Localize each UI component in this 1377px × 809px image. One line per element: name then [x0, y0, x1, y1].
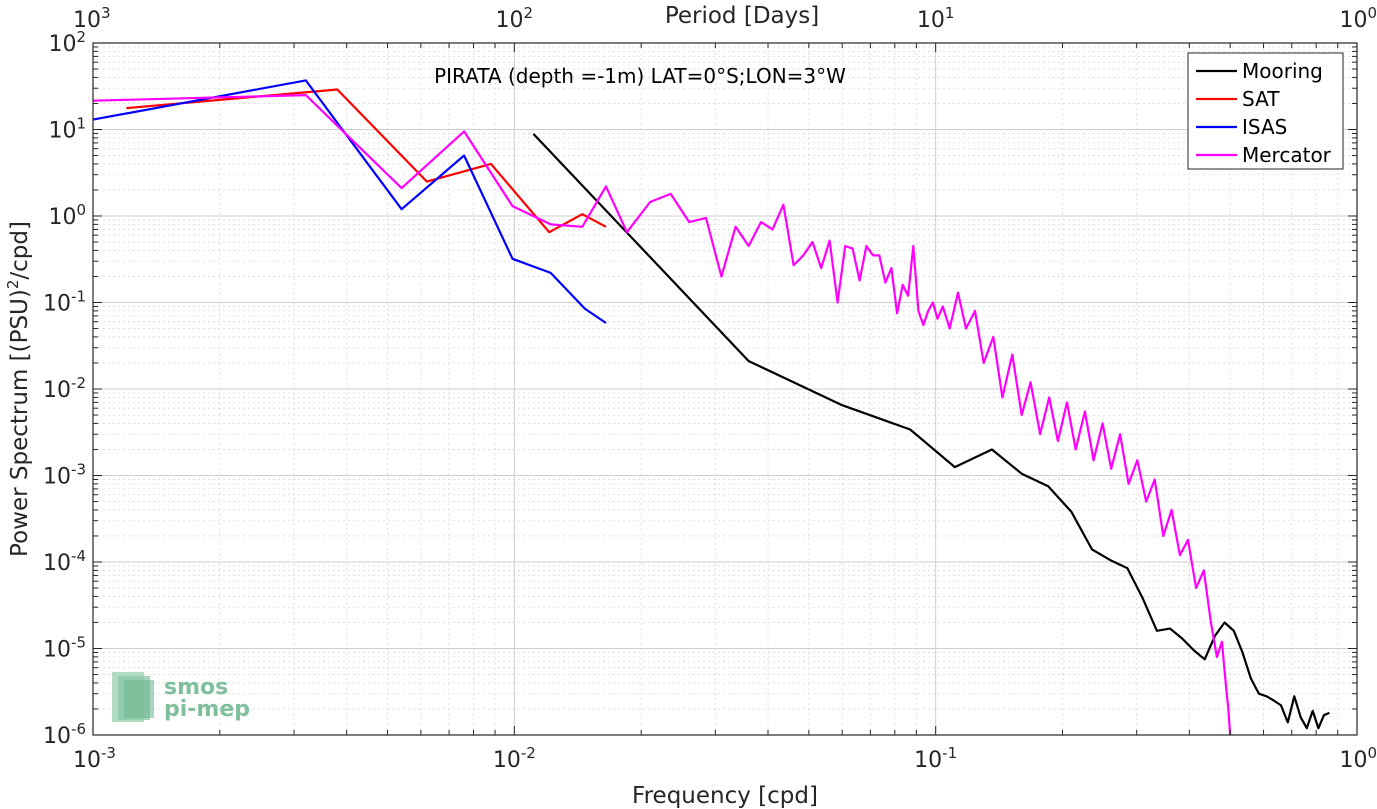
x2-tick-labels: 103 102 101 100	[73, 4, 1377, 33]
legend-label-sat: SAT	[1242, 87, 1280, 111]
y-tick-label: 101	[48, 115, 86, 144]
legend: Mooring SAT ISAS Mercator	[1187, 52, 1344, 170]
series-line-sat	[126, 88, 607, 234]
logo-text-pimep: pi-mep	[164, 697, 250, 722]
y-tick-label-base: 10	[48, 119, 76, 144]
legend-label-mercator: Mercator	[1242, 143, 1332, 167]
y-tick-label-base: 10	[48, 205, 76, 230]
y-tick-label-exponent: -6	[71, 720, 86, 738]
y-tick-label: 10-6	[43, 720, 86, 749]
x-tick-label-exponent: -1	[942, 744, 957, 762]
tick-marks	[92, 43, 1357, 736]
x-tick-label-exponent: -3	[101, 744, 116, 762]
series-line-isas	[92, 79, 607, 324]
legend-label-isas: ISAS	[1242, 115, 1287, 139]
x2-axis-label: Period [Days]	[665, 3, 819, 29]
y-axis-label-main: Power Spectrum [(PSU)	[7, 289, 33, 557]
y-axis-label-tail: /cpd]	[7, 221, 33, 280]
y-axis-label-sup: 2	[4, 280, 22, 290]
y-tick-label-base: 10	[43, 551, 71, 576]
y-axis-label: Power Spectrum [(PSU)2/cpd]	[4, 221, 33, 557]
y-tick-label: 10-1	[43, 288, 86, 317]
x2-tick-label-exponent: 0	[1367, 4, 1377, 22]
y-tick-label-exponent: 1	[76, 115, 86, 133]
y-tick-label: 10-4	[43, 547, 86, 576]
x2-tick-label-base: 10	[73, 8, 101, 33]
y-tick-label-exponent: 0	[76, 201, 86, 219]
y-tick-label-exponent: -4	[71, 547, 86, 565]
x2-tick-label: 102	[496, 4, 534, 33]
x2-tick-label-base: 10	[917, 8, 945, 33]
y-tick-label-base: 10	[43, 292, 71, 317]
x-tick-label: 10-3	[73, 744, 116, 773]
y-tick-label: 10-2	[43, 374, 86, 403]
logo-wave-mark-3	[124, 680, 154, 718]
x2-tick-label-exponent: 2	[524, 4, 534, 22]
x-tick-label-base: 10	[1339, 748, 1367, 773]
x-tick-label: 100	[1339, 744, 1377, 773]
x2-tick-label: 100	[1339, 4, 1377, 33]
y-tick-label: 102	[48, 28, 86, 57]
y-tick-label-exponent: -1	[71, 288, 86, 306]
y-tick-label-base: 10	[43, 724, 71, 749]
y-tick-label-exponent: 2	[76, 28, 86, 46]
x2-tick-label: 101	[917, 4, 955, 33]
x2-tick-label-base: 10	[1339, 8, 1367, 33]
legend-box	[1187, 52, 1344, 170]
series-line-mooring	[532, 133, 1330, 730]
x-tick-labels: 10-3 10-2 10-1 100	[73, 744, 1377, 773]
x2-tick-label-exponent: 1	[945, 4, 955, 22]
y-tick-label-exponent: -2	[71, 374, 86, 392]
series-lines	[92, 79, 1330, 736]
y-tick-label-base: 10	[43, 465, 71, 490]
y-tick-label-base: 10	[48, 32, 76, 57]
x2-tick-label: 103	[73, 4, 111, 33]
x-axis-label: Frequency [cpd]	[632, 783, 818, 809]
chart-title: PIRATA (depth =-1m) LAT=0°S;LON=3°W	[434, 64, 846, 88]
smos-pimep-logo: smos pi-mep	[112, 672, 250, 722]
y-tick-label-base: 10	[43, 378, 71, 403]
x2-tick-label-exponent: 3	[101, 4, 111, 22]
logo-text-smos: smos	[164, 675, 228, 700]
x-tick-label-exponent: -2	[521, 744, 536, 762]
series-line-mercator	[92, 93, 1232, 736]
y-tick-label-exponent: -5	[71, 634, 86, 652]
x-tick-label-base: 10	[914, 748, 942, 773]
legend-label-mooring: Mooring	[1242, 59, 1323, 83]
x-tick-label-exponent: 0	[1367, 744, 1377, 762]
x-tick-label-base: 10	[73, 748, 101, 773]
x-tick-label: 10-1	[914, 744, 957, 773]
y-tick-label: 10-5	[43, 634, 86, 663]
x-tick-label: 10-2	[493, 744, 536, 773]
y-tick-label-base: 10	[43, 638, 71, 663]
y-tick-label-exponent: -3	[71, 461, 86, 479]
x-tick-label-base: 10	[493, 748, 521, 773]
y-tick-label: 10-3	[43, 461, 86, 490]
x2-tick-label-base: 10	[496, 8, 524, 33]
y-tick-label: 100	[48, 201, 86, 230]
